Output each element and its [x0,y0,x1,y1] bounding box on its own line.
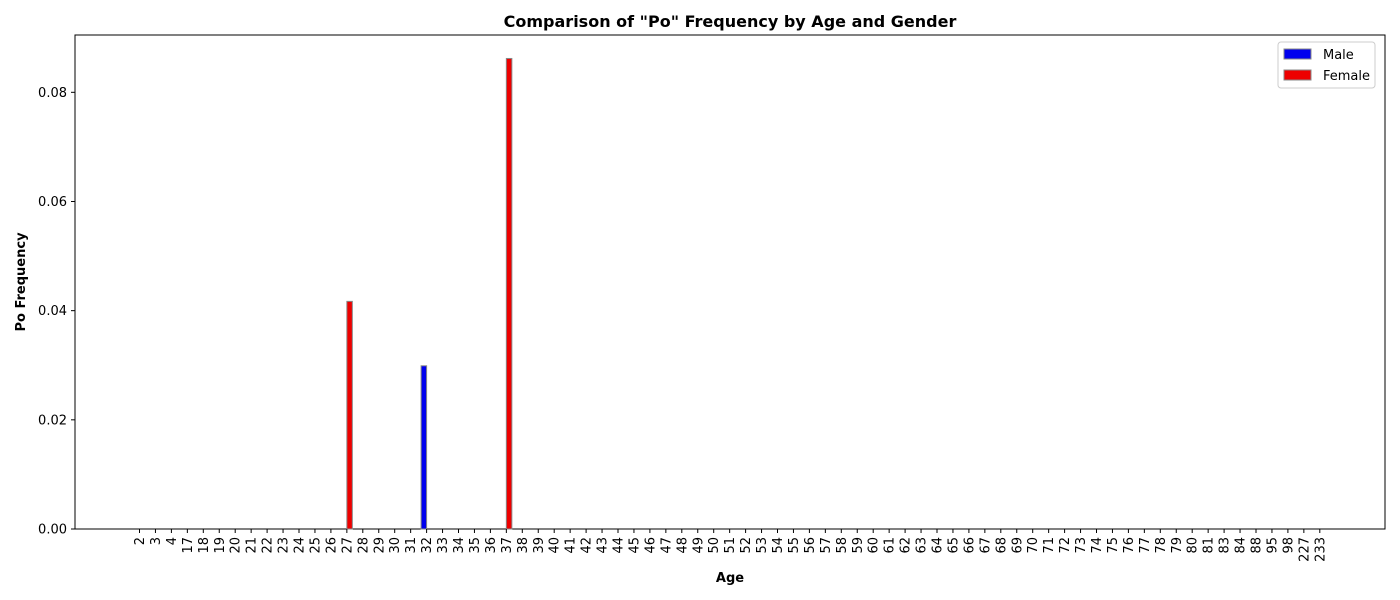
x-tick-label: 36 [484,537,499,554]
y-tick-label: 0.02 [38,413,67,428]
y-tick-label: 0.00 [38,523,67,538]
x-tick-label: 77 [1138,537,1153,554]
x-tick-label: 63 [915,537,930,554]
x-tick-label: 51 [723,537,738,554]
x-tick-label: 42 [580,537,595,554]
x-tick-label: 98 [1281,537,1296,554]
x-tick-label: 45 [627,537,642,554]
x-tick-label: 21 [245,537,260,554]
x-tick-label: 55 [787,537,802,554]
x-tick-label: 26 [324,537,339,554]
x-tick-label: 79 [1170,537,1185,554]
x-tick-label: 227 [1297,537,1312,562]
y-tick-label: 0.08 [38,86,67,101]
x-tick-label: 27 [340,537,355,554]
x-tick-label: 59 [851,537,866,554]
x-tick-label: 69 [1010,537,1025,554]
x-tick-label: 61 [883,537,898,554]
y-tick-label: 0.06 [38,195,67,210]
x-tick-label: 30 [388,537,403,554]
x-tick-label: 78 [1154,537,1169,554]
y-axis: 0.00 0.02 0.04 0.06 0.08 [38,86,75,538]
legend-swatch-male [1283,48,1312,60]
x-tick-label: 67 [978,537,993,554]
x-tick-label: 24 [293,537,308,554]
x-tick-label: 34 [452,537,467,554]
plot-area [74,34,1386,530]
x-tick-label: 40 [548,537,563,554]
x-tick-label: 3 [149,537,164,545]
x-tick-label: 28 [356,537,371,554]
x-tick-label: 53 [755,537,770,554]
x-tick-label: 20 [229,537,244,554]
legend-swatch-female [1283,69,1312,81]
x-tick-label: 68 [994,537,1009,554]
x-tick-label: 19 [213,537,228,554]
x-tick-label: 41 [564,537,579,554]
x-tick-label: 76 [1122,537,1137,554]
x-tick-label: 2 [133,537,148,545]
bar-female-37 [505,57,513,530]
x-tick-label: 49 [691,537,706,554]
x-tick-label: 43 [596,537,611,554]
x-tick-label: 37 [500,537,515,554]
x-tick-label: 29 [372,537,387,554]
x-tick-label: 25 [308,537,323,554]
x-tick-label: 84 [1234,537,1249,554]
x-tick-label: 23 [277,537,292,554]
x-tick-label: 44 [612,537,627,554]
x-tick-label: 35 [468,537,483,554]
x-tick-label: 71 [1042,537,1057,554]
x-tick-label: 233 [1313,537,1328,562]
y-axis-label: Po Frequency [14,232,29,332]
x-tick-label: 95 [1265,537,1280,554]
x-tick-label: 58 [835,537,850,554]
x-tick-label: 33 [436,537,451,554]
x-tick-label: 80 [1186,537,1201,554]
x-tick-label: 74 [1090,537,1105,554]
legend-label-female: Female [1323,69,1370,84]
x-tick-label: 62 [899,537,914,554]
plot-frame [74,34,1386,530]
x-axis: 2 3 4 17 18 19 20 21 22 23 24 25 26 27 28 29 30 31 32 33 34 3… [133,529,1328,562]
x-tick-label: 4 [165,537,180,545]
x-tick-label: 38 [516,537,531,554]
x-tick-label: 31 [404,537,419,554]
x-tick-label: 46 [643,537,658,554]
x-axis-label: Age [716,571,744,586]
x-tick-label: 64 [931,537,946,554]
legend: Male Female [1277,41,1376,89]
x-tick-label: 32 [420,537,435,554]
x-tick-label: 17 [181,537,196,554]
x-tick-label: 50 [707,537,722,554]
x-tick-label: 75 [1106,537,1121,554]
x-tick-label: 88 [1250,537,1265,554]
x-tick-label: 48 [675,537,690,554]
x-tick-label: 65 [946,537,961,554]
x-tick-label: 66 [962,537,977,554]
x-tick-label: 83 [1218,537,1233,554]
x-tick-label: 47 [659,537,674,554]
x-tick-label: 18 [197,537,212,554]
x-tick-label: 60 [867,537,882,554]
x-tick-label: 54 [771,537,786,554]
bars-group [346,57,513,530]
x-tick-label: 72 [1058,537,1073,554]
x-tick-label: 70 [1026,537,1041,554]
x-tick-label: 39 [532,537,547,554]
x-tick-label: 57 [819,537,834,554]
x-tick-label: 56 [803,537,818,554]
x-tick-label: 22 [261,537,276,554]
x-tick-label: 73 [1074,537,1089,554]
legend-label-male: Male [1323,48,1354,63]
y-tick-label: 0.04 [38,304,67,319]
x-tick-label: 81 [1202,537,1217,554]
bar-female-27 [346,300,353,530]
bar-male-32 [420,365,428,530]
x-tick-label: 52 [739,537,754,554]
chart-title: Comparison of "Po" Frequency by Age and … [504,12,957,31]
